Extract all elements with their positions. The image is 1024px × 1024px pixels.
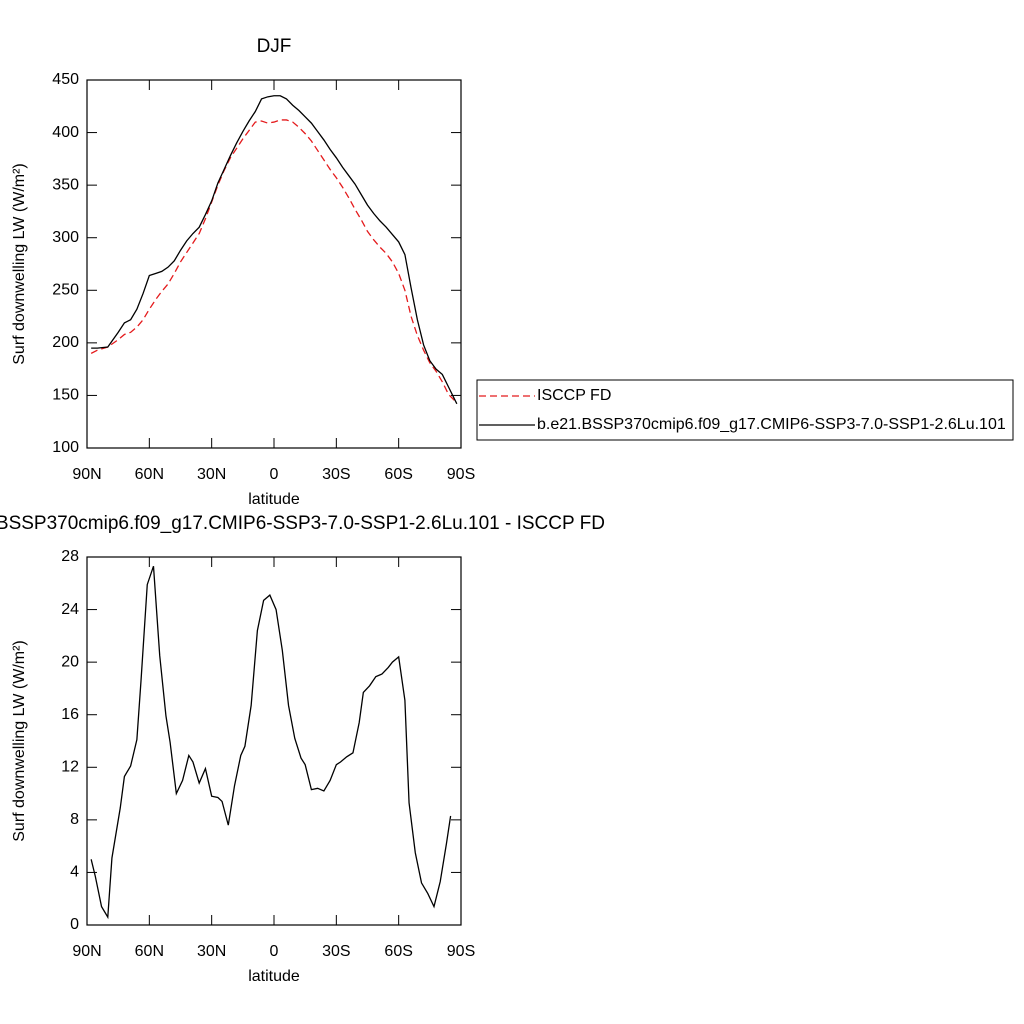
x-tick-label: 90S	[447, 466, 475, 483]
chart-title: b.e21.BSSP370cmip6.f09_g17.CMIP6-SSP3-7.…	[0, 513, 605, 534]
data-line	[90, 565, 452, 920]
x-tick-label: 30N	[197, 466, 226, 483]
y-tick-label: 100	[52, 439, 79, 456]
y-tick-label: 0	[70, 916, 79, 933]
x-tick-label: 0	[270, 943, 279, 960]
x-tick-label: 90N	[72, 466, 101, 483]
y-tick-label: 16	[61, 706, 79, 723]
x-axis-label: latitude	[248, 491, 300, 508]
y-tick-label: 8	[70, 811, 79, 828]
x-tick-label: 30S	[322, 943, 350, 960]
legend-label: ISCCP FD	[537, 387, 611, 404]
x-tick-label: 30N	[197, 943, 226, 960]
y-tick-label: 24	[61, 601, 79, 618]
y-tick-label: 20	[61, 653, 79, 670]
y-tick-label: 400	[52, 124, 79, 141]
y-tick-label: 450	[52, 71, 79, 88]
data-line	[91, 95, 458, 405]
y-tick-label: 300	[52, 229, 79, 246]
x-tick-label: 90N	[72, 943, 101, 960]
data-line	[90, 119, 458, 404]
legend-label: b.e21.BSSP370cmip6.f09_g17.CMIP6-SSP3-7.…	[537, 416, 1006, 433]
x-tick-label: 60S	[384, 943, 412, 960]
y-axis-label: Surf downwelling LW (W/m²)	[11, 163, 28, 365]
y-tick-label: 12	[61, 759, 79, 776]
x-tick-label: 30S	[322, 466, 350, 483]
y-axis-label: Surf downwelling LW (W/m²)	[11, 640, 28, 842]
x-axis-label: latitude	[248, 968, 300, 985]
x-tick-label: 60N	[135, 943, 164, 960]
chart-title: DJF	[257, 36, 292, 57]
x-tick-label: 0	[270, 466, 279, 483]
y-tick-label: 150	[52, 387, 79, 404]
y-tick-label: 250	[52, 282, 79, 299]
y-tick-label: 350	[52, 176, 79, 193]
y-tick-label: 200	[52, 334, 79, 351]
x-tick-label: 90S	[447, 943, 475, 960]
x-tick-label: 60N	[135, 466, 164, 483]
y-tick-label: 28	[61, 548, 79, 565]
y-tick-label: 4	[70, 864, 79, 881]
legend-box	[476, 379, 1014, 441]
plot-frame	[86, 556, 462, 926]
x-tick-label: 60S	[384, 466, 412, 483]
plot-frame	[86, 79, 462, 449]
